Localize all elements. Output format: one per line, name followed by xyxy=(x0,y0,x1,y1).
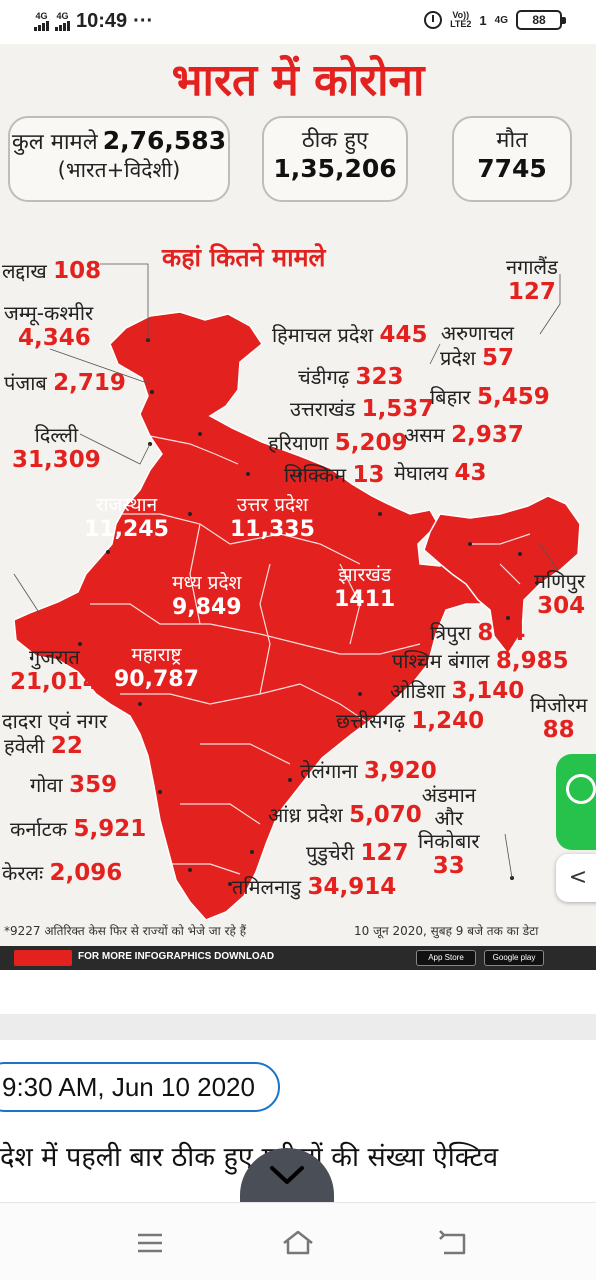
label-manipur: मणिपुर 304 xyxy=(534,569,586,620)
data-indicator: 4G xyxy=(494,14,508,26)
label-odisha: ओडिशा 3,140 xyxy=(390,678,525,704)
label-meghalaya: मेघालय 43 xyxy=(394,460,487,486)
deaths-value: 7745 xyxy=(477,154,547,183)
battery-level: 88 xyxy=(532,13,546,27)
deaths-box: मौत 7745 xyxy=(452,116,572,202)
sim-indicator: 1 xyxy=(479,12,487,28)
label-puducherry: पुडुचेरी 127 xyxy=(306,840,409,866)
label-haryana: हरियाणा 5,209 xyxy=(268,430,408,456)
label-maharashtra: महाराष्ट्र 90,787 xyxy=(114,644,199,692)
label-nagaland: नगालैंड 127 xyxy=(506,255,558,306)
label-west-bengal: पश्चिम बंगाल 8,985 xyxy=(392,648,569,674)
label-dadra: दादरा एवं नगर हवेली 22 xyxy=(2,709,108,760)
recovered-label: ठीक हुए xyxy=(301,128,369,153)
label-jammu-kashmir: जम्मू-कश्मीर 4,346 xyxy=(4,301,94,352)
label-chhattisgarh: छत्तीसगढ़ 1,240 xyxy=(336,708,485,734)
label-mizoram: मिजोरम 88 xyxy=(530,693,588,744)
timestamp-pill: 9:30 AM, Jun 10 2020 xyxy=(0,1062,280,1112)
menu-icon xyxy=(138,1233,162,1253)
section-divider xyxy=(0,1014,596,1040)
total-cases-value: 2,76,583 xyxy=(102,126,227,155)
label-karnataka: कर्नाटक 5,921 xyxy=(10,816,147,842)
label-telangana: तेलंगाना 3,920 xyxy=(300,758,437,784)
signal-icon: 4G xyxy=(34,12,49,31)
label-gujarat: गुजरात 21,014 xyxy=(10,645,99,696)
label-andhra: आंध्र प्रदेश 5,070 xyxy=(268,802,422,828)
label-uttar-pradesh: उत्तर प्रदेश 11,335 xyxy=(230,494,315,542)
menu-button[interactable] xyxy=(130,1223,170,1263)
label-kerala: केरलः 2,096 xyxy=(2,860,123,886)
app-store-badge: App Store xyxy=(416,950,476,966)
label-himachal: हिमाचल प्रदेश 445 xyxy=(272,322,428,348)
battery-icon: 88 xyxy=(516,10,566,30)
recovered-value: 1,35,206 xyxy=(273,154,397,183)
label-chandigarh: चंडीगढ़ 323 xyxy=(298,364,404,390)
whatsapp-icon xyxy=(566,774,596,804)
label-delhi: दिल्ली 31,309 xyxy=(12,423,101,474)
status-right: Vo)) LTE2 1 4G 88 xyxy=(424,10,566,30)
dateline: 10 जून 2020, सुबह 9 बजे तक का डेटा xyxy=(354,924,539,938)
share-button[interactable]: < xyxy=(556,854,596,902)
share-icon: < xyxy=(568,865,588,890)
india-map-shape xyxy=(13,311,579,921)
label-ladakh: लद्दाख 108 xyxy=(2,258,102,284)
overflow-dots: ··· xyxy=(133,10,154,32)
label-andaman: अंडमान और निकोबार 33 xyxy=(418,783,480,880)
section-title: कहां कितने मामले xyxy=(162,243,326,272)
state-borders xyxy=(90,435,531,875)
status-bar: 4G 4G 10:49 ··· Vo)) LTE2 1 4G 88 xyxy=(0,0,596,44)
label-sikkim: सिक्किम 13 xyxy=(284,462,385,488)
status-left: 4G 4G 10:49 ··· xyxy=(34,10,153,33)
label-uttarakhand: उत्तराखंड 1,537 xyxy=(290,396,435,422)
label-jharkhand: झारखंड 1411 xyxy=(334,564,396,612)
brand-logo-icon xyxy=(14,950,72,966)
footer-text: FOR MORE INFOGRAPHICS DOWNLOAD xyxy=(78,951,275,962)
total-cases-label: कुल मामले xyxy=(11,130,98,155)
home-button[interactable] xyxy=(278,1223,318,1263)
label-assam: असम 2,937 xyxy=(404,422,524,448)
map-dots xyxy=(78,338,522,886)
total-cases-box: कुल मामले 2,76,583 (भारत+विदेशी) xyxy=(8,116,230,202)
volte-indicator: Vo)) LTE2 xyxy=(450,10,472,29)
back-icon xyxy=(439,1230,466,1255)
chevron-down-icon xyxy=(270,1166,304,1184)
label-tamil-nadu: तमिलनाडु 34,914 xyxy=(232,874,397,900)
label-punjab: पंजाब 2,719 xyxy=(4,370,126,396)
infographic-title: भारत में कोरोना xyxy=(171,55,425,106)
google-play-badge: Google play xyxy=(484,950,544,966)
signal-icon-2: 4G xyxy=(55,12,70,31)
label-goa: गोवा 359 xyxy=(30,772,118,798)
recovered-box: ठीक हुए 1,35,206 xyxy=(262,116,408,202)
corona-infographic[interactable]: भारत में कोरोना कुल मामले 2,76,583 (भारत… xyxy=(0,44,596,970)
whatsapp-share-button[interactable] xyxy=(556,754,596,850)
infographic-footer: FOR MORE INFOGRAPHICS DOWNLOAD App Store… xyxy=(0,946,596,970)
northeast-shape xyxy=(423,495,581,656)
label-rajasthan: राजस्थान 11,245 xyxy=(84,494,169,542)
india-map xyxy=(13,263,581,921)
label-tripura: त्रिपुरा 864 xyxy=(430,620,526,646)
deaths-label: मौत xyxy=(496,128,528,153)
label-bihar: बिहार 5,459 xyxy=(430,384,550,410)
home-icon xyxy=(283,1230,313,1255)
total-cases-sub: (भारत+विदेशी) xyxy=(57,158,181,182)
alarm-icon xyxy=(424,11,443,29)
back-button[interactable] xyxy=(434,1223,474,1263)
label-madhya-pradesh: मध्य प्रदेश 9,849 xyxy=(172,572,242,620)
navigation-bar xyxy=(0,1202,596,1280)
label-arunachal: अरुणाचल प्रदेश 57 xyxy=(440,321,514,372)
clock: 10:49 xyxy=(76,10,128,32)
footnote: *9227 अतिरिक्त केस फिर से राज्यों को भेज… xyxy=(4,924,247,938)
leader-lines xyxy=(13,263,561,879)
